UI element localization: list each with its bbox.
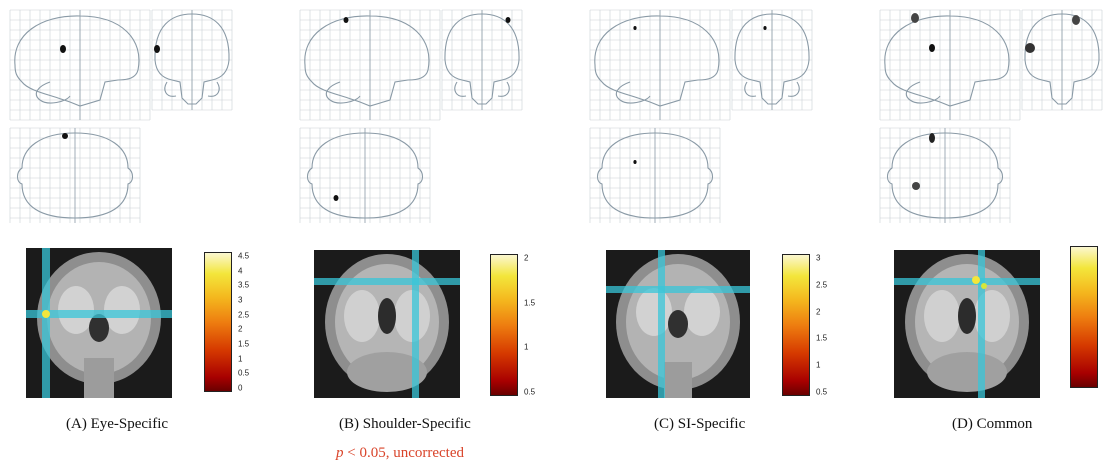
colorbar-gradient [204, 252, 232, 392]
brain-slice-coronal [314, 250, 460, 398]
colorbar-tick-label: 3 [238, 295, 243, 305]
colorbar-tick-label: 0 [238, 383, 243, 393]
glass-brain-axial [879, 127, 1011, 223]
colorbar-tick-label: 2 [238, 324, 243, 334]
threshold-text: < 0.05, uncorrected [343, 445, 464, 461]
panel-shoulder-specific: 2 1.5 1 0.5 (B) Shoulder-Specific [290, 0, 566, 467]
glass-brain-coronal [441, 9, 523, 111]
colorbar-tick-label: 0.5 [816, 387, 828, 397]
colorbar-tick-label: 2.5 [816, 280, 828, 290]
colorbar-tick-label: 0.5 [238, 368, 250, 378]
glass-brain-sagittal [299, 9, 441, 121]
colorbar-tick-label: 1 [238, 354, 243, 364]
glass-brain-sagittal [879, 9, 1021, 121]
panel-common: 6543210 (D) Common [870, 0, 1104, 467]
brain-slice-coronal [894, 250, 1040, 398]
glass-brain-axial [589, 127, 721, 223]
panel-caption: (C) SI-Specific [654, 416, 746, 432]
glass-brain-coronal [1021, 9, 1103, 111]
colorbar-tick-label: 2 [816, 307, 821, 317]
panel-caption: (A) Eye-Specific [66, 416, 169, 432]
colorbar-gradient [782, 254, 810, 396]
panel-si-specific: 3 2.5 2 1.5 1 0.5 (C) SI-Specific [580, 0, 856, 467]
glass-brain-axial [299, 127, 431, 223]
p-symbol: p [336, 445, 344, 461]
glass-brain-coronal [151, 9, 233, 111]
colorbar-tick-label: 4 [238, 266, 243, 276]
colorbar-tick-label: 1 [816, 360, 821, 370]
colorbar-tick-label: 1.5 [524, 298, 536, 308]
colorbar-tick-label: 0.5 [524, 387, 536, 397]
brain-slice-coronal [26, 248, 172, 398]
panel-caption: (D) Common [952, 416, 1033, 432]
glass-brain-coronal [731, 9, 813, 111]
panel-caption: (B) Shoulder-Specific [339, 416, 471, 432]
colorbar-tick-label: 3.5 [238, 280, 250, 290]
colorbar-tick-label: 2 [524, 253, 529, 263]
brain-slice-coronal [606, 250, 750, 398]
colorbar-gradient [1070, 246, 1098, 388]
colorbar-tick-label: 2.5 [238, 310, 250, 320]
colorbar-tick-label: 1.5 [238, 339, 250, 349]
significance-note: p < 0.05, uncorrected [336, 445, 464, 462]
colorbar-tick-label: 4.5 [238, 251, 250, 261]
glass-brain-axial [9, 127, 141, 223]
colorbar-tick-label: 1.5 [816, 333, 828, 343]
glass-brain-sagittal [589, 9, 731, 121]
panel-eye-specific: 4.5 4 3.5 3 2.5 2 1.5 1 0.5 0 (A) Eye-Specific [0, 0, 276, 467]
colorbar-gradient [490, 254, 518, 396]
glass-brain-sagittal [9, 9, 151, 121]
colorbar-tick-label: 1 [524, 342, 529, 352]
colorbar-tick-label: 3 [816, 253, 821, 263]
